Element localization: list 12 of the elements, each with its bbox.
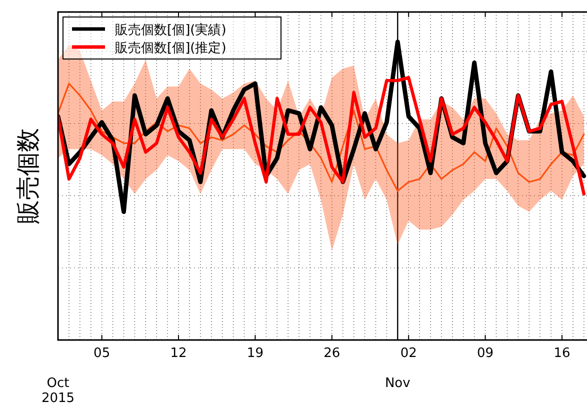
legend-label: 販売個数[個](実績) — [115, 22, 226, 38]
legend-label: 販売個数[個](推定) — [115, 41, 226, 56]
x-tick-label: 12 — [170, 346, 187, 361]
x-tick-label: 19 — [246, 346, 264, 361]
y-axis-title: 販売個数 — [14, 128, 42, 224]
x-tick-label: 09 — [477, 346, 494, 361]
x-tick-label: 26 — [324, 346, 340, 361]
x-tick-label: 02 — [400, 346, 417, 361]
x-tick-label: 05 — [94, 346, 110, 361]
x2-tick-label: Nov — [384, 376, 411, 391]
x-tick-label: 16 — [554, 346, 570, 361]
x2-tick-label: Oct 2015 — [41, 376, 75, 405]
